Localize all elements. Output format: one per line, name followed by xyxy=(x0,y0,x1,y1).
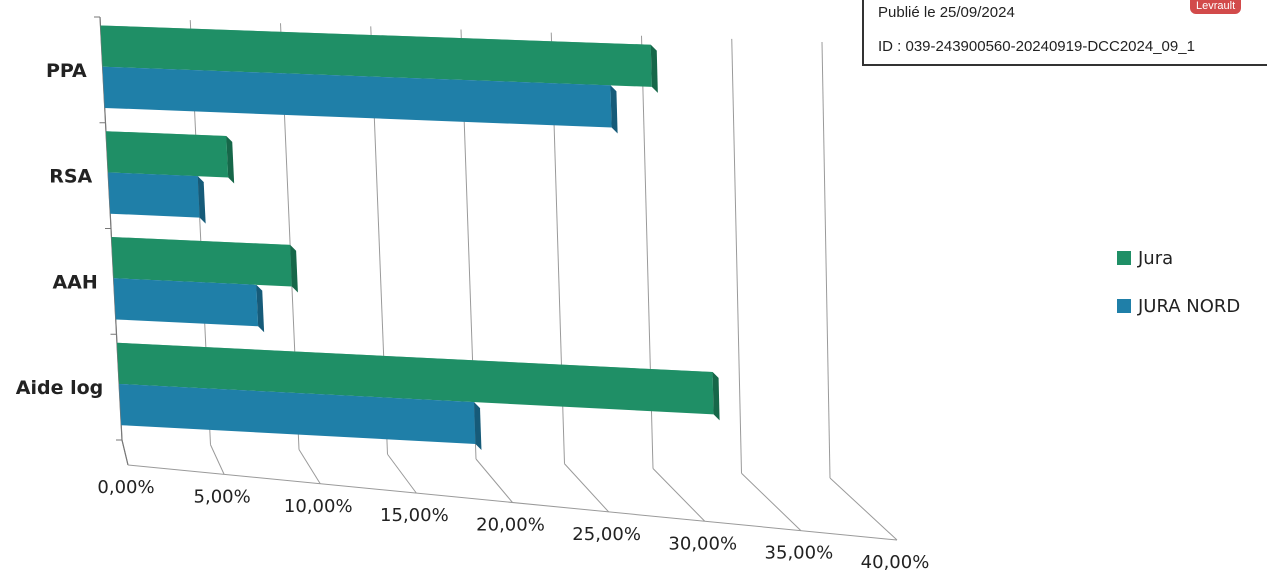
bar-aide-log-jura-nord xyxy=(119,383,482,450)
category-label: Aide log xyxy=(16,377,104,399)
bar-front-face xyxy=(113,278,259,327)
legend-swatch xyxy=(1117,251,1131,265)
floor-gridline xyxy=(652,468,706,522)
bar-ppa-jura xyxy=(100,25,658,93)
floor-gridline xyxy=(387,453,417,494)
bar-aide-log-jura xyxy=(116,342,720,421)
bar-ppa-jura-nord xyxy=(102,66,618,134)
bar-end-face xyxy=(197,176,206,224)
bars-layer xyxy=(100,25,720,450)
bar-end-face xyxy=(610,85,618,134)
bar-front-face xyxy=(119,383,476,444)
floor-gridline xyxy=(475,458,513,503)
x-axis-line xyxy=(127,464,898,541)
bar-front-face xyxy=(116,342,714,415)
legend-swatch xyxy=(1117,299,1131,313)
bar-end-face xyxy=(650,44,658,93)
x-tick-label: 40,00% xyxy=(861,552,930,573)
x-tick-label: 30,00% xyxy=(668,533,737,554)
floor-gridline xyxy=(564,463,609,513)
bar-front-face xyxy=(111,236,292,287)
x-tick-label: 10,00% xyxy=(284,496,353,517)
legend-label: JURA NORD xyxy=(1137,296,1240,317)
bar-aah-jura xyxy=(111,236,298,293)
stamp-id: ID : 039-243900560-20240919-DCC2024_09_1 xyxy=(878,38,1195,55)
bar-end-face xyxy=(712,372,720,421)
category-label: RSA xyxy=(49,166,92,188)
bar-rsa-jura xyxy=(105,131,235,184)
bar-rsa-jura-nord xyxy=(108,172,206,224)
bar-front-face xyxy=(108,172,200,218)
bar-front-face xyxy=(100,25,652,87)
gridline xyxy=(731,38,742,474)
labels-layer: PPA RSA AAH Aide log 0,00% 5,00% 10,00% 15,00% 2… xyxy=(16,60,930,573)
x-tick-label: 25,00% xyxy=(572,524,641,545)
floor-gridline xyxy=(210,444,225,475)
legend: Jura JURA NORD xyxy=(1117,248,1240,317)
gridline xyxy=(821,41,831,479)
x-tick-label: 35,00% xyxy=(765,543,834,564)
floor-gridline xyxy=(741,472,802,531)
stamp-published-date: Publié le 25/09/2024 xyxy=(878,4,1015,21)
x-tick-label: 0,00% xyxy=(97,477,154,498)
bar-aah-jura-nord xyxy=(113,278,265,333)
bar-end-face xyxy=(290,244,298,293)
legend-label: Jura xyxy=(1137,248,1173,269)
x-tick-label: 20,00% xyxy=(476,515,545,536)
publication-stamp: Publié le 25/09/2024 Levrault ID : 039-2… xyxy=(862,0,1267,66)
x-tick-label: 5,00% xyxy=(194,486,251,507)
bar-front-face xyxy=(102,66,612,128)
bar-front-face xyxy=(105,131,229,178)
floor-gridline xyxy=(298,449,321,485)
floor-gridline xyxy=(829,477,898,541)
stamp-logo: Levrault xyxy=(1190,0,1242,14)
x-tick-label: 15,00% xyxy=(380,505,449,526)
bar-end-face xyxy=(474,402,482,450)
category-label: PPA xyxy=(46,60,87,82)
bar-end-face xyxy=(226,135,235,184)
bar-end-face xyxy=(256,284,265,333)
category-label: AAH xyxy=(52,271,97,293)
